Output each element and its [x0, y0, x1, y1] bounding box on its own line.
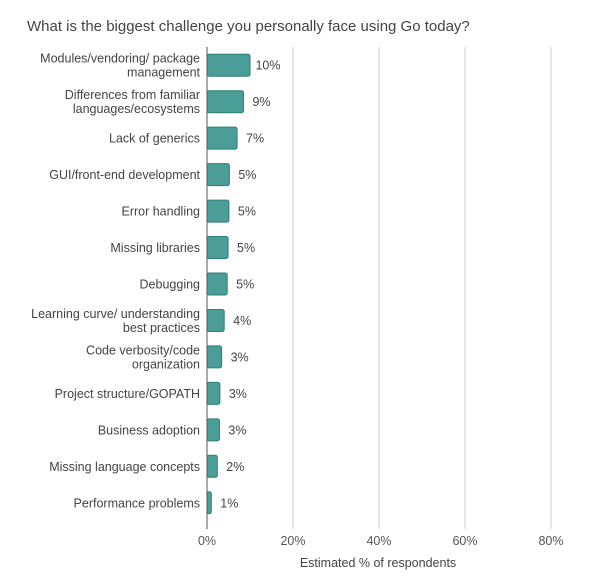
bars	[206, 53, 251, 515]
value-label: 3%	[229, 387, 247, 401]
x-tick-label: 40%	[366, 534, 391, 548]
value-label: 1%	[220, 496, 238, 510]
value-label: 5%	[238, 168, 256, 182]
x-tick-labels: 0% 20% 40% 60% 80%	[198, 534, 564, 548]
bar	[206, 236, 229, 260]
bar	[206, 90, 245, 114]
chart-title: What is the biggest challenge you person…	[27, 18, 470, 35]
category-label: Error handling	[121, 205, 200, 219]
category-label: Business adoption	[98, 423, 200, 437]
value-label: 3%	[231, 350, 249, 364]
bar	[206, 345, 223, 369]
category-label: organization	[132, 357, 200, 371]
category-label: Differences from familiar	[65, 88, 200, 102]
x-tick-label: 0%	[198, 534, 216, 548]
x-axis-label: Estimated % of respondents	[300, 556, 456, 570]
bar	[206, 418, 220, 442]
value-label: 5%	[237, 241, 255, 255]
category-label: Debugging	[140, 278, 201, 292]
value-label: 3%	[228, 423, 246, 437]
category-label: best practices	[123, 321, 200, 335]
value-label: 4%	[233, 314, 251, 328]
grid-lines	[292, 47, 552, 529]
category-label: Modules/vendoring/ package	[40, 52, 200, 66]
category-label: Lack of generics	[109, 132, 200, 146]
x-tick-label: 60%	[452, 534, 477, 548]
bar	[206, 163, 230, 187]
category-label: GUI/front-end development	[49, 168, 200, 182]
category-label: management	[127, 66, 200, 80]
bar	[206, 53, 251, 77]
category-label: Learning curve/ understanding	[31, 307, 200, 321]
value-label: 5%	[236, 278, 254, 292]
bar	[206, 454, 218, 478]
value-label: 2%	[226, 460, 244, 474]
x-tick-label: 20%	[280, 534, 305, 548]
bar	[206, 308, 225, 332]
x-tick-label: 80%	[538, 534, 563, 548]
value-labels: 10% 9% 7% 5% 5% 5% 5% 4% 3% 3% 3% 2% 1%	[220, 59, 280, 511]
category-label: Project structure/GOPATH	[55, 387, 200, 401]
bar	[206, 199, 230, 223]
bar	[206, 381, 221, 405]
category-label: Performance problems	[74, 496, 200, 510]
value-label: 10%	[255, 59, 280, 73]
bar	[206, 272, 228, 296]
bar	[206, 126, 238, 150]
category-label: languages/ecosystems	[73, 102, 200, 116]
value-label: 9%	[253, 95, 271, 109]
category-label: Code verbosity/code	[86, 343, 200, 357]
bar	[206, 491, 212, 515]
value-label: 5%	[238, 205, 256, 219]
value-label: 7%	[246, 132, 264, 146]
category-label: Missing libraries	[110, 241, 200, 255]
category-label: Missing language concepts	[49, 460, 200, 474]
